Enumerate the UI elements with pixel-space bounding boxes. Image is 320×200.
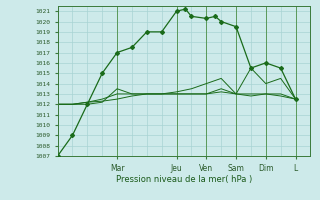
X-axis label: Pression niveau de la mer( hPa ): Pression niveau de la mer( hPa ) xyxy=(116,175,252,184)
